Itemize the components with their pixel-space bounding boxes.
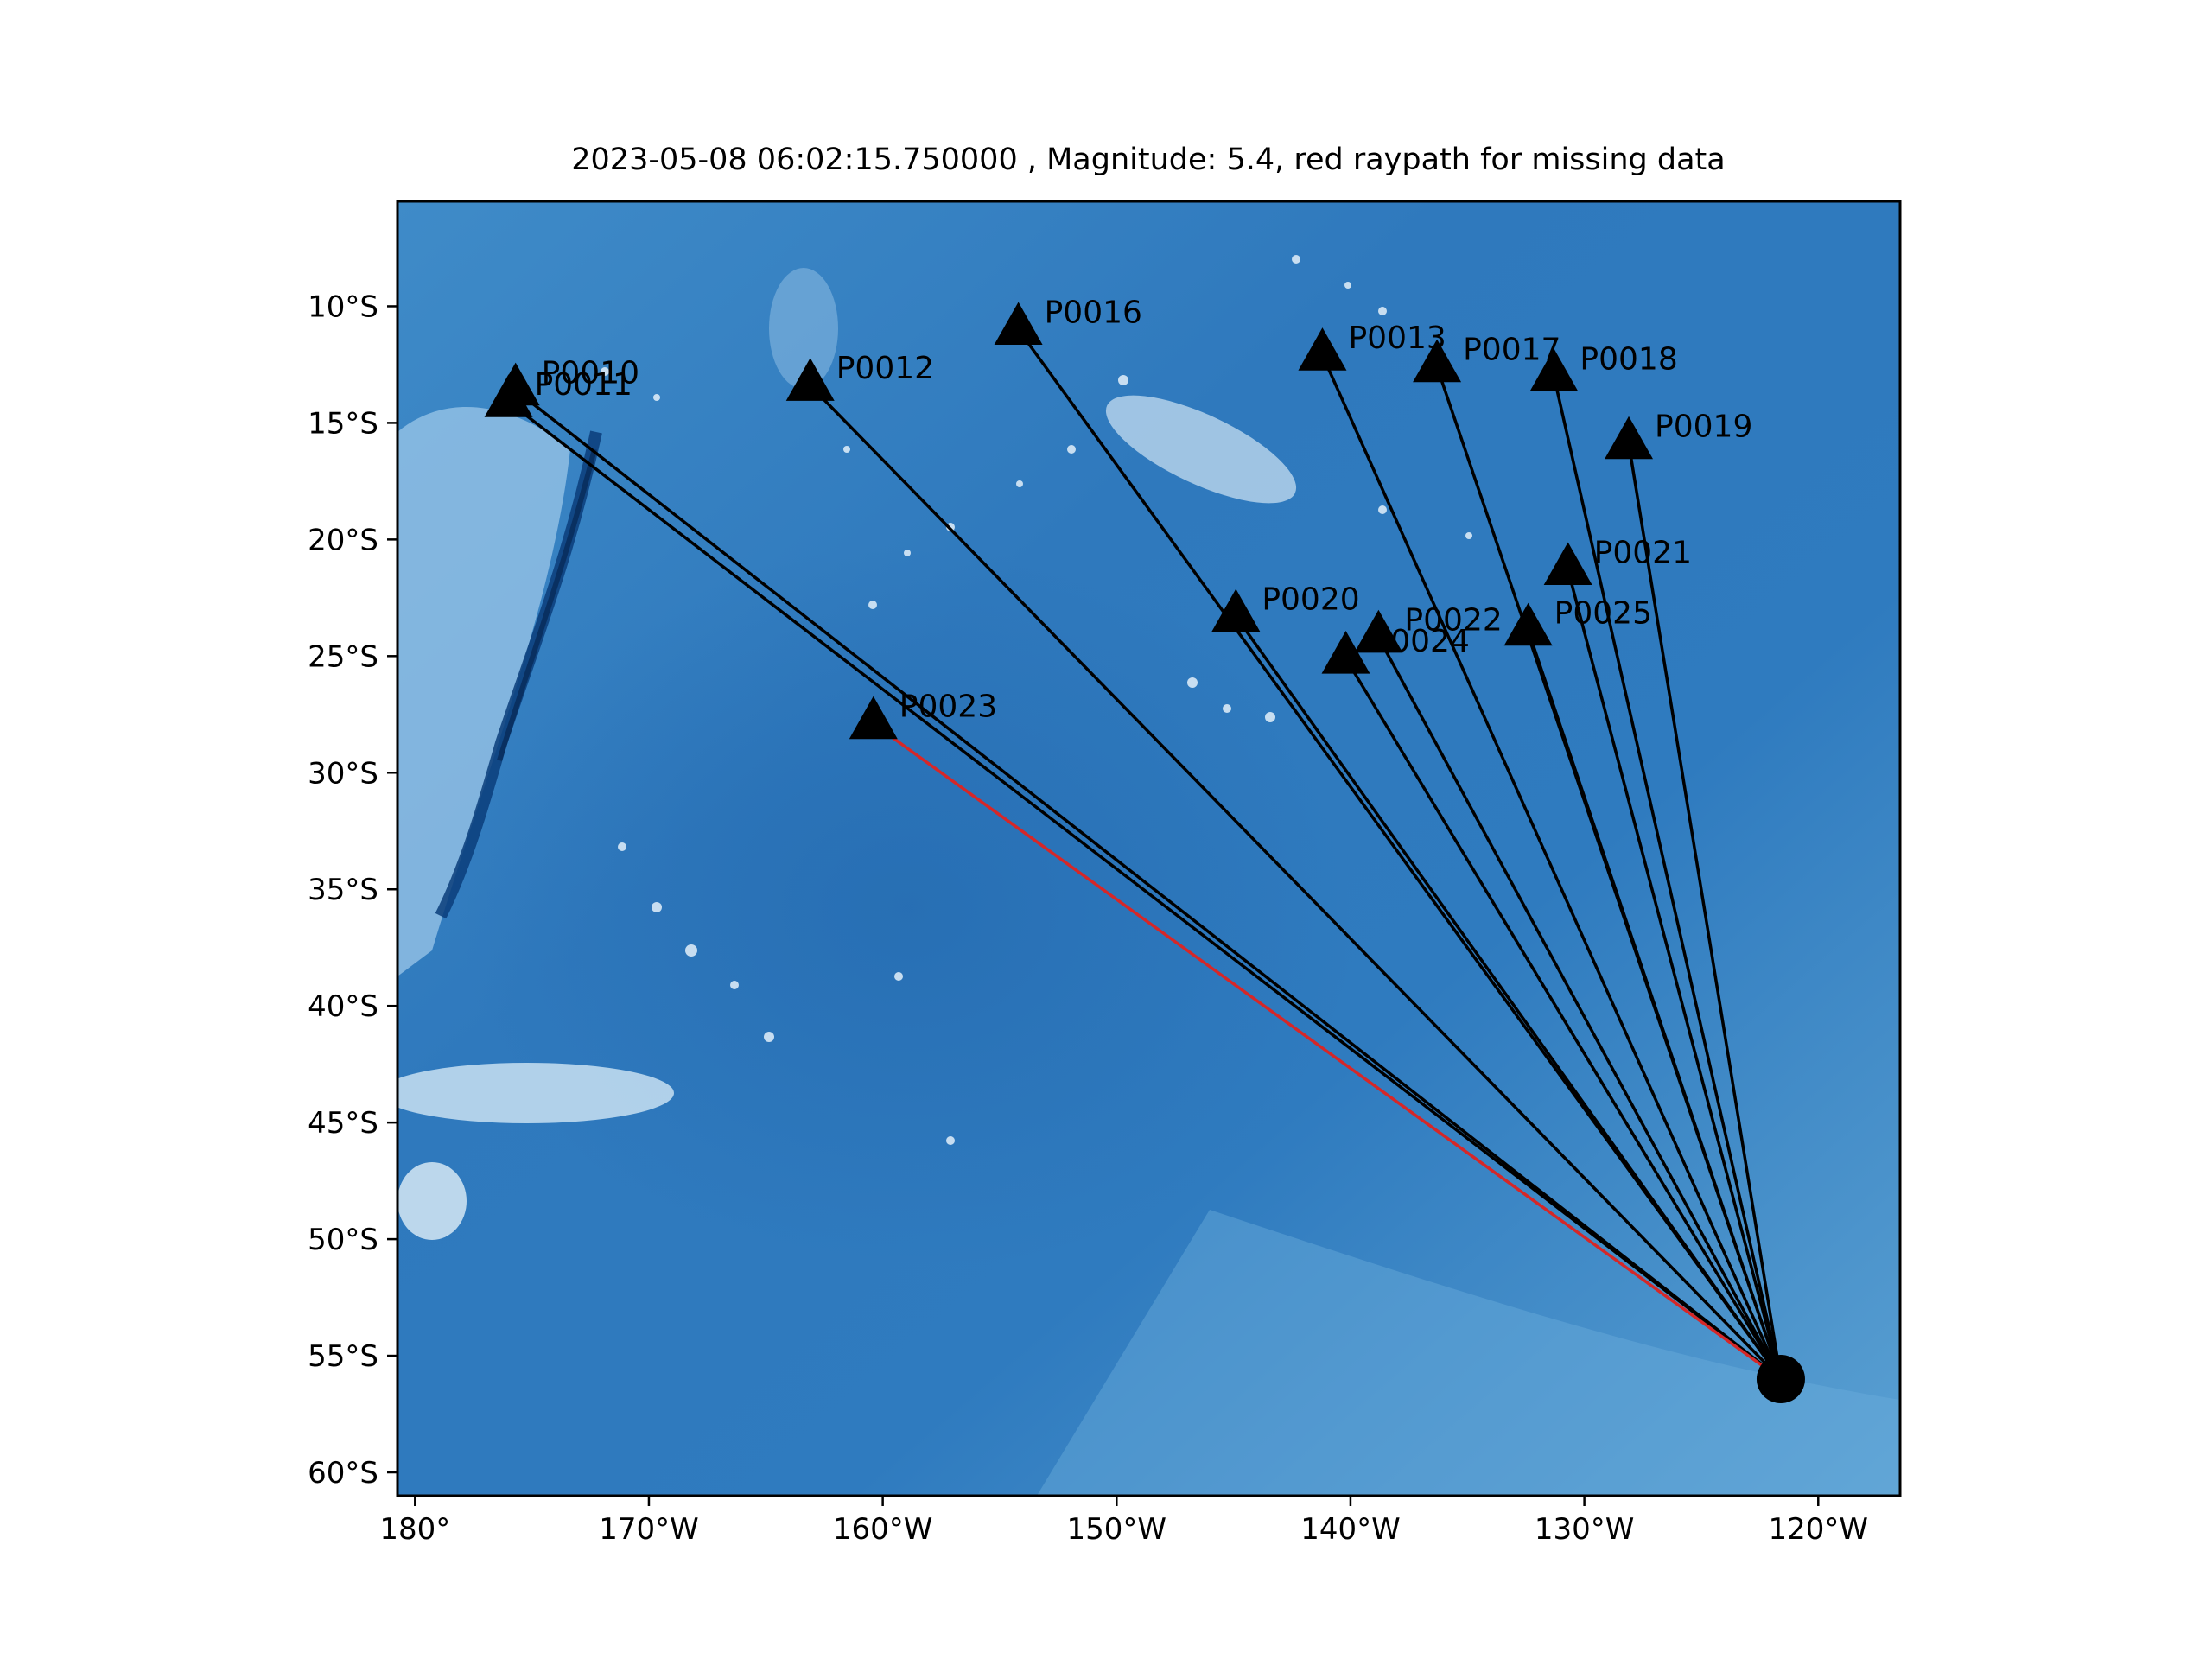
plateau-west-2 xyxy=(397,1162,467,1240)
raypath-p0011 xyxy=(507,400,1783,1381)
x-axis: 180° 170°W 160°W 150°W 140°W 130°W 120°W xyxy=(379,1496,1868,1547)
station-marker-p0020[interactable] xyxy=(1211,588,1261,632)
y-tick-label: 25°S xyxy=(308,639,378,674)
station-marker-p0021[interactable] xyxy=(1543,542,1592,586)
station-marker-p0022[interactable] xyxy=(1354,609,1403,653)
station-label-p0021: P0021 xyxy=(1594,535,1692,570)
raypath-p0022 xyxy=(1376,636,1783,1380)
y-tick-label: 40°S xyxy=(308,989,378,1024)
rise-southeast xyxy=(1037,1210,1900,1496)
raypath-p0013 xyxy=(1320,354,1783,1380)
shallow-ridge-west xyxy=(397,407,570,976)
x-tick-label: 130°W xyxy=(1535,1512,1635,1547)
station-marker-p0017[interactable] xyxy=(1413,339,1462,383)
y-tick-label: 30°S xyxy=(308,756,378,791)
stations xyxy=(484,302,1654,740)
station-marker-p0023[interactable] xyxy=(849,696,898,740)
raypath-p0020 xyxy=(1234,615,1783,1381)
deep-basin xyxy=(458,544,1357,1270)
raypath-p0012 xyxy=(809,385,1783,1381)
y-tick-label: 60°S xyxy=(308,1456,378,1491)
station-marker-p0011[interactable] xyxy=(484,374,533,417)
station-marker-p0016[interactable] xyxy=(994,302,1043,346)
y-tick-label: 50°S xyxy=(308,1223,378,1257)
station-marker-p0013[interactable] xyxy=(1298,327,1347,371)
raypath-p0025 xyxy=(1526,630,1783,1380)
station-label-p0017: P0017 xyxy=(1463,333,1560,368)
raypaths xyxy=(507,328,1783,1381)
station-marker-p0025[interactable] xyxy=(1503,602,1553,646)
map-area xyxy=(397,201,1900,1496)
station-marker-p0019[interactable] xyxy=(1605,416,1654,460)
y-tick-label: 45°S xyxy=(308,1106,378,1141)
raypath-p0019 xyxy=(1627,443,1783,1380)
trench-inner xyxy=(497,448,597,761)
y-tick-label: 20°S xyxy=(308,523,378,557)
y-tick-label: 55°S xyxy=(308,1339,378,1374)
station-marker-p0024[interactable] xyxy=(1321,631,1370,674)
station-marker-p0018[interactable] xyxy=(1529,348,1579,392)
plateau-west-1 xyxy=(397,1063,674,1123)
raypath-p0010 xyxy=(514,389,1783,1381)
station-label-p0019: P0019 xyxy=(1655,410,1752,445)
y-axis: 10°S 15°S 20°S 25°S 30°S 35°S 40°S 45°S 50°S 55°S… xyxy=(308,289,397,1491)
x-tick-label: 160°W xyxy=(833,1512,933,1547)
station-label-p0020: P0020 xyxy=(1262,582,1359,617)
x-tick-label: 120°W xyxy=(1769,1512,1869,1547)
station-label-p0016: P0016 xyxy=(1045,295,1142,330)
station-label-p0013: P0013 xyxy=(1348,321,1446,356)
station-label-p0025: P0025 xyxy=(1554,596,1652,632)
x-tick-label: 180° xyxy=(379,1512,450,1547)
station-label-p0023: P0023 xyxy=(899,690,997,725)
raypath-p0016 xyxy=(1017,328,1783,1381)
raypath-p0023 xyxy=(872,722,1782,1381)
raypath-p0024 xyxy=(1344,658,1783,1380)
seamounts xyxy=(601,255,1472,1145)
station-label-p0018: P0018 xyxy=(1580,341,1677,377)
x-tick-label: 150°W xyxy=(1067,1512,1167,1547)
station-label-p0024: P0024 xyxy=(1372,624,1470,659)
station-label-p0011: P0011 xyxy=(535,367,632,403)
map-frame xyxy=(396,200,1902,1497)
y-tick-label: 35°S xyxy=(308,873,378,907)
station-marker-p0012[interactable] xyxy=(785,358,835,401)
x-tick-label: 140°W xyxy=(1300,1512,1401,1547)
y-tick-label: 10°S xyxy=(308,289,378,324)
station-label-p0012: P0012 xyxy=(836,351,934,386)
ridge-east-1 xyxy=(1105,395,1297,504)
y-tick-label: 15°S xyxy=(308,406,378,441)
raypath-p0018 xyxy=(1552,376,1783,1380)
chart-title: 2023-05-08 06:02:15.750000 , Magnitude: … xyxy=(571,143,1725,177)
event-marker[interactable] xyxy=(1756,1355,1805,1404)
ridge-east-2 xyxy=(769,268,838,389)
station-label-p0022: P0022 xyxy=(1404,603,1502,639)
raypath-p0021 xyxy=(1566,569,1783,1380)
x-tick-label: 170°W xyxy=(599,1512,699,1547)
station-label-p0010: P0010 xyxy=(542,356,639,391)
